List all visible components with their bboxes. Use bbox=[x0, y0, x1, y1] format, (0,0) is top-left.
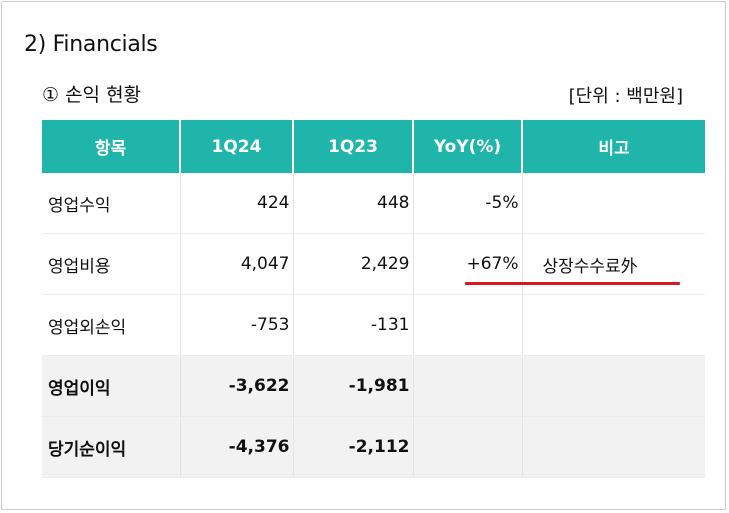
row-1q24: -4,376 bbox=[180, 416, 294, 478]
table-row: 당기순이익 -4,376 -2,112 bbox=[42, 416, 705, 478]
financials-table: 항목 1Q24 1Q23 YoY(%) 비고 영업수익 424 448 -5% … bbox=[42, 120, 705, 478]
row-1q23: -1,981 bbox=[293, 355, 414, 417]
unit-label: [단위 : 백만원] bbox=[568, 86, 683, 107]
row-yoy bbox=[413, 355, 523, 417]
red-underline-annotation bbox=[465, 282, 680, 285]
row-note bbox=[522, 173, 705, 234]
header-item: 항목 bbox=[42, 120, 181, 173]
table-row: 영업이익 -3,622 -1,981 bbox=[42, 355, 705, 417]
row-yoy bbox=[413, 294, 523, 356]
header-note: 비고 bbox=[522, 120, 705, 173]
row-1q24: 424 bbox=[180, 173, 294, 234]
row-1q23: 448 bbox=[293, 173, 414, 234]
row-yoy: -5% bbox=[413, 173, 523, 234]
row-item-text: 영업이익 bbox=[48, 378, 111, 399]
row-note bbox=[522, 355, 705, 417]
row-item: 영업수익 bbox=[42, 173, 181, 234]
row-item: 영업이익 bbox=[42, 355, 181, 417]
table-row: 영업비용 4,047 2,429 +67% 상장수수료外 bbox=[42, 233, 705, 295]
header-1q23: 1Q23 bbox=[293, 120, 414, 173]
row-note bbox=[522, 416, 705, 478]
section-title: 2) Financials bbox=[24, 32, 158, 57]
row-1q24: -3,622 bbox=[180, 355, 294, 417]
row-1q23: 2,429 bbox=[293, 233, 414, 295]
table-row: 영업수익 424 448 -5% bbox=[42, 173, 705, 234]
header-yoy: YoY(%) bbox=[413, 120, 523, 173]
row-item-text: 당기순이익 bbox=[48, 439, 127, 460]
row-1q23: -131 bbox=[293, 294, 414, 356]
row-1q24: 4,047 bbox=[180, 233, 294, 295]
row-yoy: +67% bbox=[413, 233, 523, 295]
table-row: 영업외손익 -753 -131 bbox=[42, 294, 705, 356]
row-item: 당기순이익 bbox=[42, 416, 181, 478]
header-1q24: 1Q24 bbox=[180, 120, 294, 173]
row-1q23-text: -1,981 bbox=[348, 376, 410, 396]
row-1q24-text: -4,376 bbox=[228, 437, 290, 457]
row-note bbox=[522, 294, 705, 356]
row-item: 영업비용 bbox=[42, 233, 181, 295]
row-1q23-text: -2,112 bbox=[348, 437, 410, 457]
subtitle: ① 손익 현황 bbox=[42, 84, 142, 106]
row-1q23: -2,112 bbox=[293, 416, 414, 478]
row-yoy bbox=[413, 416, 523, 478]
row-item: 영업외손익 bbox=[42, 294, 181, 356]
table-header-row: 항목 1Q24 1Q23 YoY(%) 비고 bbox=[42, 120, 705, 173]
row-note: 상장수수료外 bbox=[522, 233, 705, 295]
row-1q24-text: -3,622 bbox=[228, 376, 290, 396]
row-1q24: -753 bbox=[180, 294, 294, 356]
